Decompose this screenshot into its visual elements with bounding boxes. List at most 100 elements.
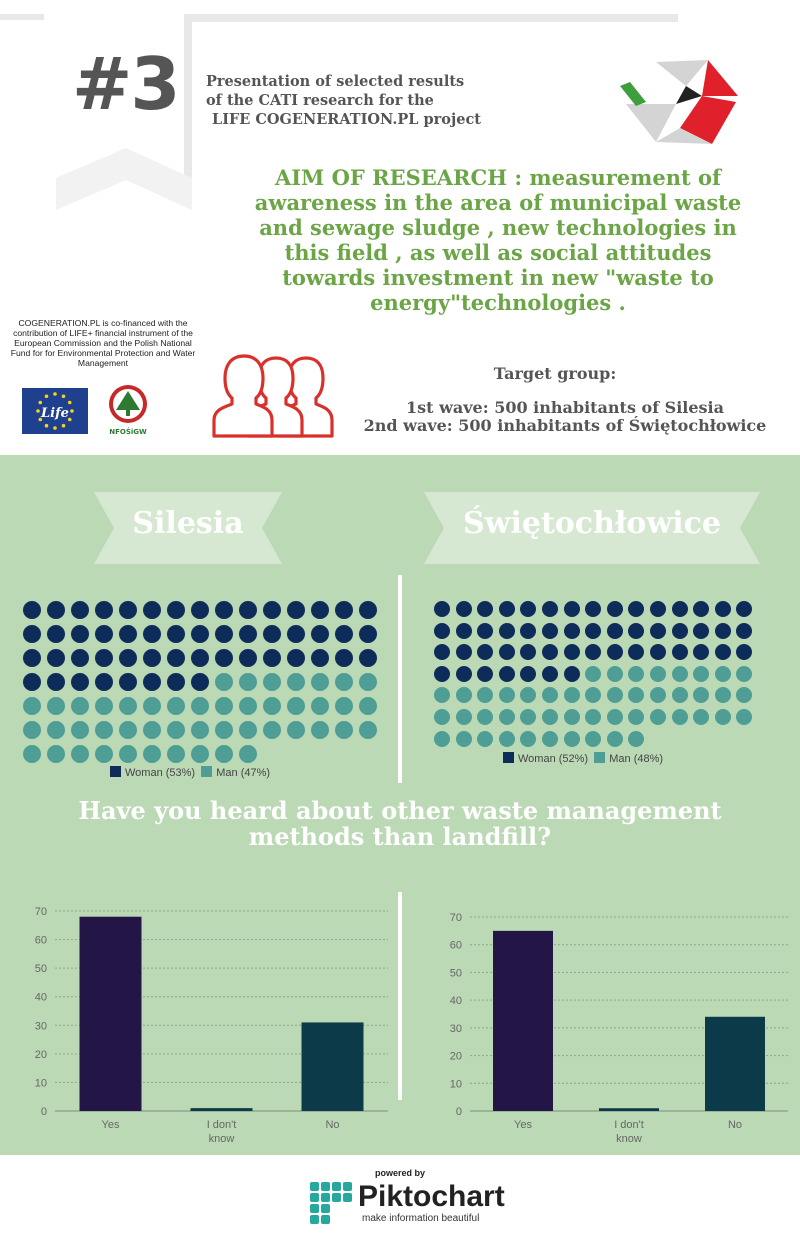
- waffle-dot-man: [650, 709, 666, 725]
- waffle-dot-man: [498, 709, 515, 725]
- waffle-dot-man: [71, 745, 89, 763]
- waffle-dot-woman: [95, 673, 113, 691]
- y-tick-label: 60: [450, 940, 462, 952]
- waffle-dot-man: [606, 709, 623, 725]
- y-tick-label: 10: [450, 1078, 462, 1090]
- piktochart-logo-square: [310, 1182, 319, 1191]
- bar: [79, 916, 142, 1111]
- waffle-dot-man: [311, 673, 329, 691]
- waffle-dot-man: [23, 697, 41, 715]
- piktochart-brand: Piktochart: [358, 1180, 505, 1213]
- waffle-dot-woman: [143, 625, 161, 643]
- waffle-dot-man: [143, 721, 161, 739]
- presentation-line: Presentation of selected results: [206, 73, 465, 90]
- frame-line-top: [184, 14, 678, 22]
- waffle-dot-man: [650, 687, 666, 704]
- question-title: Have you heard about other waste managem…: [78, 796, 722, 851]
- waffle-dot-man: [23, 745, 41, 763]
- ribbon-swietochlowice: [424, 492, 760, 564]
- waffle-dot-man: [585, 665, 602, 682]
- waffle-dot-man: [606, 665, 623, 682]
- waffle-dot-man: [714, 665, 731, 682]
- waffle-dot-man: [520, 687, 537, 704]
- target-wave-1: 1st wave: 500 inhabitants of Silesia: [406, 398, 724, 417]
- waffle-dot-woman: [434, 622, 450, 639]
- waffle-dot-man: [736, 687, 753, 704]
- eu-star: [67, 400, 72, 405]
- waffle-dot-man: [119, 745, 137, 763]
- piktochart-logo-square: [321, 1215, 330, 1224]
- waffle-dot-man: [434, 687, 450, 704]
- aim-line: and sewage sludge , new technologies in: [259, 215, 737, 240]
- waffle-dot-man: [167, 745, 185, 763]
- waffle-dot-woman: [119, 649, 137, 667]
- x-tick-label: Yes: [102, 1119, 120, 1131]
- waffle-dot-man: [359, 697, 377, 715]
- waffle-dot-woman: [23, 601, 41, 619]
- waffle-dot-woman: [477, 622, 494, 639]
- piktochart-tagline: make information beautiful: [362, 1213, 480, 1224]
- waffle-dot-woman: [71, 649, 89, 667]
- eu-star: [53, 426, 57, 430]
- cogeneration-logo-icon: [620, 60, 738, 144]
- waffle-dot-woman: [650, 644, 666, 661]
- waffle-dot-woman: [520, 622, 537, 639]
- waffle-dot-man: [714, 687, 731, 704]
- waffle-dot-woman: [563, 665, 580, 682]
- waffle-dot-man: [628, 730, 645, 747]
- waffle-dot-man: [191, 697, 209, 715]
- waffle-dot-man: [628, 665, 645, 682]
- frame-line-left: [0, 14, 44, 20]
- y-tick-label: 20: [35, 1049, 47, 1061]
- eu-star: [67, 417, 72, 422]
- waffle-dot-woman: [191, 649, 209, 667]
- bar: [493, 930, 553, 1111]
- waffle-dot-woman: [23, 625, 41, 643]
- waffle-dot-woman: [606, 601, 623, 617]
- waffle-dot-man: [215, 697, 233, 715]
- waffle-dot-man: [263, 697, 281, 715]
- waffle-dot-man: [239, 745, 257, 763]
- life-logo-icon: Life: [22, 388, 88, 434]
- waffle-dot-woman: [714, 601, 731, 617]
- ribbon-swietochlowice-label: Świętochłowice: [462, 506, 722, 541]
- waffle-dot-woman: [263, 625, 281, 643]
- waffle-dot-woman: [520, 601, 537, 617]
- waffle-dot-woman: [359, 625, 377, 643]
- eu-star: [53, 392, 57, 396]
- waffle-dot-woman: [477, 665, 494, 682]
- waffle-dot-woman: [287, 601, 305, 619]
- waffle-dot-man: [359, 673, 377, 691]
- waffle-dot-woman: [311, 601, 329, 619]
- waffle-dot-man: [563, 709, 580, 725]
- piktochart-logo-square: [343, 1193, 352, 1202]
- waffle-dot-woman: [23, 649, 41, 667]
- piktochart-logo-square: [310, 1215, 319, 1224]
- waffle-dot-woman: [359, 601, 377, 619]
- ribbon-silesia: [94, 492, 282, 564]
- waffle-dot-man: [311, 697, 329, 715]
- bar: [190, 1108, 253, 1111]
- aim-of-research: AIM OF RESEARCH : measurement of awarene…: [228, 165, 768, 315]
- frame-line-vertical: [184, 14, 192, 200]
- waffle-dot-woman: [736, 644, 753, 661]
- waffle-dot-woman: [143, 649, 161, 667]
- waffle-dot-man: [628, 709, 645, 725]
- waffle-dot-man: [520, 730, 537, 747]
- waffle-dot-man: [606, 687, 623, 704]
- waffle-dot-woman: [714, 622, 731, 639]
- waffle-dot-man: [143, 745, 161, 763]
- piktochart-logo-square: [310, 1204, 319, 1213]
- y-tick-label: 70: [450, 912, 462, 924]
- waffle-dot-woman: [119, 625, 137, 643]
- waffle-dot-man: [606, 730, 623, 747]
- legend-silesia: Woman (53%) Man (47%): [110, 766, 270, 779]
- waffle-dot-man: [477, 730, 494, 747]
- waffle-dot-woman: [311, 649, 329, 667]
- waffle-dot-man: [47, 721, 65, 739]
- waffle-dot-man: [671, 665, 688, 682]
- waffle-dot-man: [585, 687, 602, 704]
- waffle-dot-woman: [477, 601, 494, 617]
- divider-waffle: [398, 575, 402, 783]
- waffle-dot-man: [215, 721, 233, 739]
